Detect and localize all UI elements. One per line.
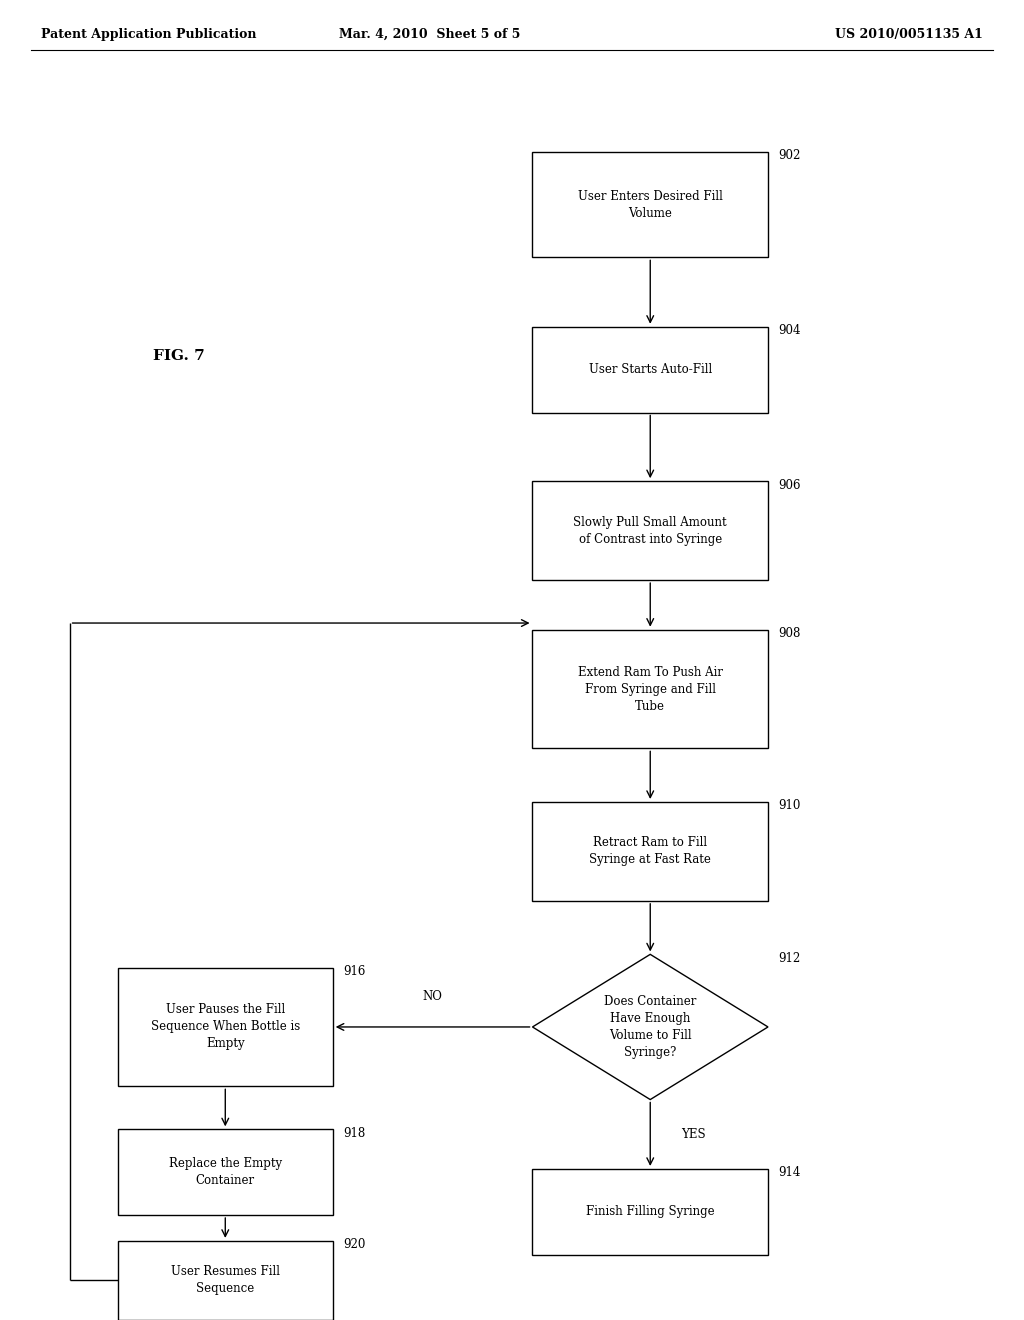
Bar [532,482,768,581]
Polygon shape [532,954,768,1100]
Text: 916: 916 [343,965,366,978]
Text: 914: 914 [778,1167,801,1179]
Text: 912: 912 [778,952,801,965]
Text: 908: 908 [778,627,801,640]
Text: Extend Ram To Push Air
From Syringe and Fill
Tube: Extend Ram To Push Air From Syringe and … [578,665,723,713]
Text: Does Container
Have Enough
Volume to Fill
Syringe?: Does Container Have Enough Volume to Fil… [604,995,696,1059]
Text: Mar. 4, 2010  Sheet 5 of 5: Mar. 4, 2010 Sheet 5 of 5 [339,28,521,41]
Text: FIG. 7: FIG. 7 [154,350,205,363]
Text: Finish Filling Syringe: Finish Filling Syringe [586,1205,715,1218]
Text: User Enters Desired Fill
Volume: User Enters Desired Fill Volume [578,190,723,219]
Text: US 2010/0051135 A1: US 2010/0051135 A1 [836,28,983,41]
Text: 918: 918 [343,1126,366,1139]
Bar [532,152,768,257]
Bar [118,968,333,1086]
Bar [118,1129,333,1214]
Bar [532,630,768,748]
Text: Retract Ram to Fill
Syringe at Fast Rate: Retract Ram to Fill Syringe at Fast Rate [589,837,712,866]
Bar [118,1241,333,1320]
Text: Patent Application Publication: Patent Application Publication [41,28,256,41]
Bar [532,801,768,900]
Text: Slowly Pull Small Amount
of Contrast into Syringe: Slowly Pull Small Amount of Contrast int… [573,516,727,545]
Text: 904: 904 [778,325,801,337]
Bar [532,327,768,412]
Text: Replace the Empty
Container: Replace the Empty Container [169,1158,282,1187]
Text: NO: NO [423,990,442,1003]
Text: User Resumes Fill
Sequence: User Resumes Fill Sequence [171,1266,280,1295]
Text: 902: 902 [778,149,801,162]
Bar [532,1170,768,1254]
Text: User Pauses the Fill
Sequence When Bottle is
Empty: User Pauses the Fill Sequence When Bottl… [151,1003,300,1051]
Text: YES: YES [681,1127,706,1140]
Text: 920: 920 [343,1238,366,1251]
Text: User Starts Auto-Fill: User Starts Auto-Fill [589,363,712,376]
Text: 910: 910 [778,800,801,812]
Text: 906: 906 [778,479,801,491]
